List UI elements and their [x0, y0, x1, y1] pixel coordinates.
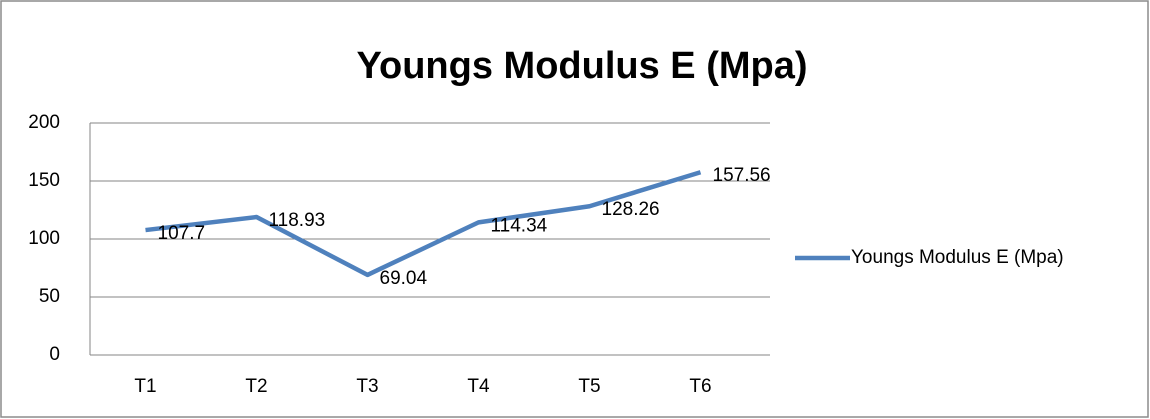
line-series	[145, 170, 702, 278]
data-label: 128.26	[602, 199, 660, 220]
data-label: 107.7	[158, 223, 206, 244]
legend-label: Youngs Modulus E (Mpa)	[851, 247, 1064, 268]
data-label: 114.34	[491, 215, 548, 236]
chart-title: Youngs Modulus E (Mpa)	[356, 45, 807, 87]
x-tick-label: T5	[578, 376, 600, 397]
x-tick-label: T2	[245, 376, 267, 397]
data-label: 118.93	[269, 210, 326, 231]
y-tick-label: 0	[49, 344, 60, 365]
x-tick-label: T3	[356, 376, 378, 397]
y-tick-label: 50	[39, 286, 60, 307]
x-tick-label: T6	[689, 376, 711, 397]
y-tick-label: 200	[28, 112, 60, 133]
x-tick-label: T4	[467, 376, 490, 397]
x-tick-label: T1	[134, 376, 156, 397]
data-label: 157.56	[713, 165, 771, 186]
y-tick-label: 100	[28, 228, 60, 249]
data-label: 69.04	[380, 268, 428, 289]
y-tick-label: 150	[28, 170, 60, 191]
